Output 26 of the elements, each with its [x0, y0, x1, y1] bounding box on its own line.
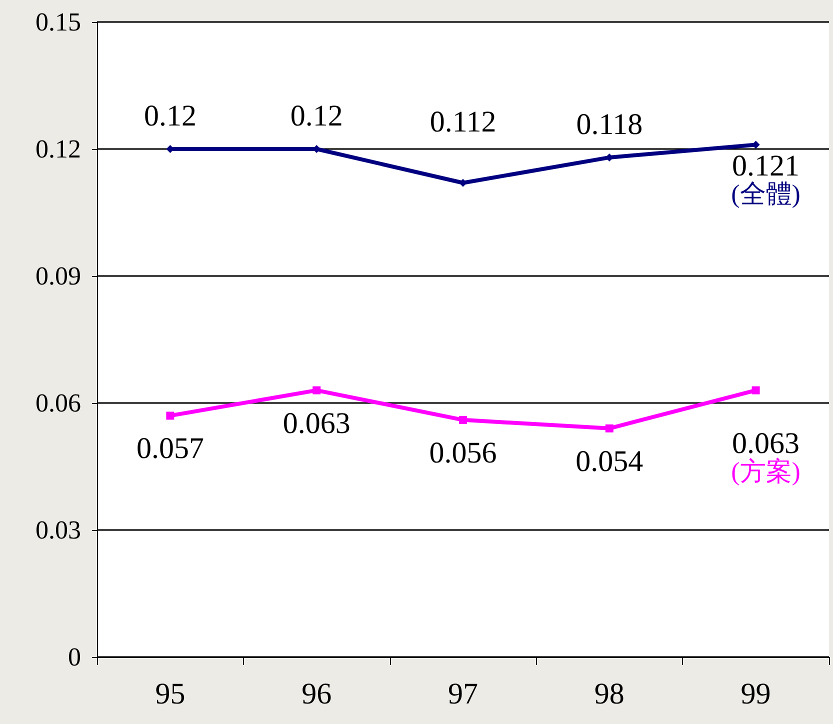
- y-tick-label: 0: [68, 642, 81, 672]
- x-tick-label: 99: [740, 678, 771, 710]
- data-label: 0.056: [429, 436, 497, 470]
- data-label: 0.057: [136, 432, 204, 466]
- x-tick-label: 95: [155, 678, 186, 710]
- x-tick-label: 97: [448, 678, 478, 710]
- y-tick-label: 0.06: [36, 388, 81, 418]
- data-label: 0.12: [144, 100, 196, 132]
- point: [459, 416, 467, 424]
- data-label: 0.063: [282, 406, 350, 440]
- point: [459, 178, 467, 187]
- point: [752, 386, 760, 394]
- y-tick-label: 0.12: [36, 134, 81, 164]
- data-label: 0.054: [576, 444, 644, 478]
- x-tick-label: 98: [594, 678, 624, 710]
- text: (方案): [731, 456, 800, 486]
- data-label: 0.112: [430, 105, 496, 138]
- point: [312, 386, 321, 394]
- y-tick-label: 0.15: [36, 8, 81, 36]
- x-tick-label: 96: [302, 678, 332, 710]
- point: [605, 424, 614, 432]
- y-tick-label: 0.03: [36, 516, 81, 544]
- data-label: 0.118: [576, 108, 643, 141]
- y-tick-label: 0.09: [36, 262, 81, 290]
- data-label: 0.12: [290, 100, 343, 132]
- point: [166, 412, 174, 420]
